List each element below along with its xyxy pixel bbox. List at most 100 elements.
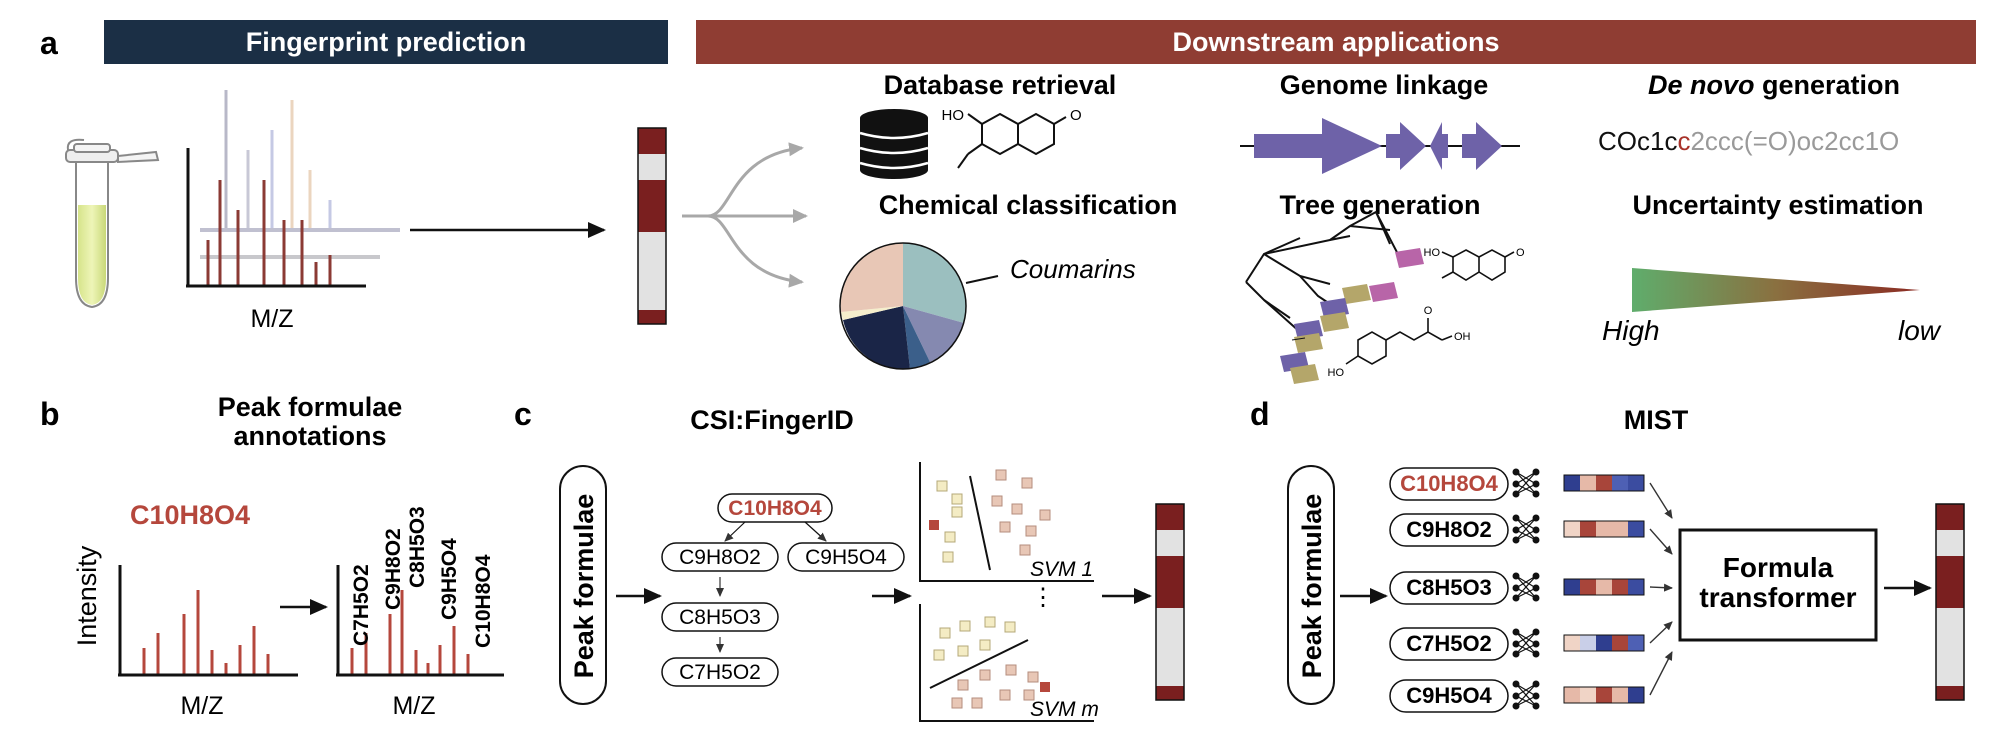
peak-label-3: C8H5O3 [406, 506, 429, 588]
tree-node-left [661, 542, 779, 572]
chemical-classification-title: Chemical classification [879, 190, 1178, 220]
mist-row-1: C10H8O4 [1389, 467, 1645, 501]
tree-node-left-label: C9H8O2 [679, 546, 761, 569]
intensity-axis-label: Intensity [72, 545, 102, 646]
peak-label-2: C9H8O2 [382, 528, 405, 610]
svm-1-plot [919, 462, 1094, 582]
spectrum-plot-1 [118, 565, 298, 677]
svm-m-plot [919, 604, 1094, 722]
gene-cluster-icon [1240, 118, 1520, 174]
embedding-4 [1563, 634, 1645, 652]
mist-formula-label-4: C7H5O2 [1406, 631, 1492, 656]
de-novo-rest: generation [1754, 70, 1900, 100]
de-novo-italic: De novo [1648, 70, 1755, 100]
embedding-1 [1563, 474, 1645, 492]
tree-mol-ho2: HO [1328, 367, 1345, 379]
mlp-icon-5 [1512, 680, 1540, 710]
mz-axis-label: M/Z [250, 305, 293, 333]
panel-b-title-line1: Peak formulae [218, 392, 403, 422]
mist-formula-label-5: C9H5O4 [1406, 683, 1492, 708]
mlp-icon-4 [1512, 628, 1540, 658]
panel-c-letter: c [514, 396, 532, 432]
panel-d-letter: d [1250, 396, 1270, 432]
coumarins-pointer [965, 275, 999, 284]
classification-pie-chart [839, 242, 967, 370]
panel-a-letter: a [40, 25, 58, 61]
formula-transformer-line2: transformer [1699, 582, 1856, 613]
converge-arrows [1649, 482, 1673, 696]
tree-node-leaf-label: C7H5O2 [679, 661, 761, 684]
mz-label-b2: M/Z [392, 692, 435, 720]
smiles-red: c [1677, 126, 1690, 156]
tree-mol-oh: OH [1454, 331, 1471, 343]
panel-b-title-line2: annotations [234, 421, 387, 451]
formula-transformer-box [1678, 528, 1878, 642]
fan-out-arrows [682, 142, 808, 288]
mlp-icon-3 [1512, 572, 1540, 602]
embedding-3 [1563, 578, 1645, 596]
peak-formulae-box-c [559, 465, 607, 705]
mol-label-ho: HO [942, 107, 965, 124]
caffeic-structure-tree [1345, 318, 1453, 365]
mlp-icon-2 [1512, 514, 1540, 544]
fragmentation-tree: C10H8O4 C9H8O2 C9H5O4 C8H5O3 C7H5O2 [661, 493, 905, 687]
tree-node-leaf [661, 657, 779, 687]
panel-c-title: CSI:FingerID [690, 405, 854, 435]
mist-formula-box-1 [1389, 467, 1509, 501]
tree-node-right [787, 542, 905, 572]
mol-label-o: O [1070, 107, 1082, 124]
fingerprint-vector-a [637, 127, 667, 325]
uncertainty-gradient-wedge [1632, 268, 1920, 312]
tree-generation-title: Tree generation [1279, 190, 1480, 220]
smiles-gray: 2ccc(=O)oc2cc1O [1690, 126, 1899, 156]
mlp-icon-1 [1512, 468, 1540, 498]
coumarin-structure-tree [1441, 249, 1515, 281]
spectrum-plot-2 [336, 565, 504, 677]
mz-label-b1: M/Z [180, 692, 223, 720]
phylogenetic-tree [1245, 210, 1401, 333]
mist-formula-label-2: C9H8O2 [1406, 517, 1492, 542]
banner-downstream-label: Downstream applications [1172, 27, 1499, 57]
coumarin-structure-db [957, 112, 1067, 169]
formula-transformer-line1: Formula [1723, 552, 1834, 583]
stacked-spectra [186, 90, 400, 288]
svm-1-label: SVM 1 [1030, 558, 1093, 581]
tree-leaf-tags [1280, 248, 1424, 384]
tree-mol-o2: O [1424, 305, 1433, 317]
mist-formula-label-1: C10H8O4 [1400, 471, 1499, 496]
coumarins-label: Coumarins [1010, 254, 1136, 284]
tree-node-root [717, 493, 833, 523]
tree-mol-o: O [1516, 247, 1525, 259]
de-novo-title: De novo generation [1648, 70, 1900, 100]
smiles-dark: COc1c [1598, 126, 1677, 156]
tree-node-root-label: C10H8O4 [728, 497, 822, 520]
peak-formulae-label-c: Peak formulae [569, 494, 599, 679]
tree-node-mid-label: C8H5O3 [679, 606, 761, 629]
mist-row-5: C9H5O4 [1389, 679, 1645, 713]
mist-row-4: C7H5O2 [1389, 627, 1645, 661]
peak-formulae-label-d: Peak formulae [1297, 494, 1327, 679]
svm-ellipsis: ⋮ [1031, 584, 1055, 611]
tree-node-right-label: C9H5O4 [805, 546, 887, 569]
mist-formula-box-5 [1389, 679, 1509, 713]
mist-formula-box-2 [1389, 513, 1509, 547]
svm-m-label: SVM m [1030, 698, 1099, 721]
database-icon [859, 109, 929, 179]
mist-row-3: C8H5O3 [1389, 571, 1645, 605]
banner-downstream [696, 20, 1976, 64]
smiles-string: COc1cc2ccc(=O)oc2cc1O [1598, 126, 1899, 156]
uncertainty-low-label: low [1898, 315, 1942, 346]
peak-formulae-box-d [1287, 465, 1335, 705]
embedding-5 [1563, 686, 1645, 704]
test-tube-icon [65, 138, 160, 309]
tree-mol-ho: HO [1424, 247, 1441, 259]
banner-fingerprint [104, 20, 668, 64]
uncertainty-title: Uncertainty estimation [1632, 190, 1923, 220]
mist-row-2: C9H8O2 [1389, 513, 1645, 547]
peak-label-1: C7H5O2 [350, 564, 373, 646]
mist-formula-box-4 [1389, 627, 1509, 661]
database-retrieval-title: Database retrieval [884, 70, 1117, 100]
parent-formula: C10H8O4 [130, 500, 250, 530]
fingerprint-vector-d [1935, 503, 1965, 701]
genome-linkage-title: Genome linkage [1280, 70, 1489, 100]
